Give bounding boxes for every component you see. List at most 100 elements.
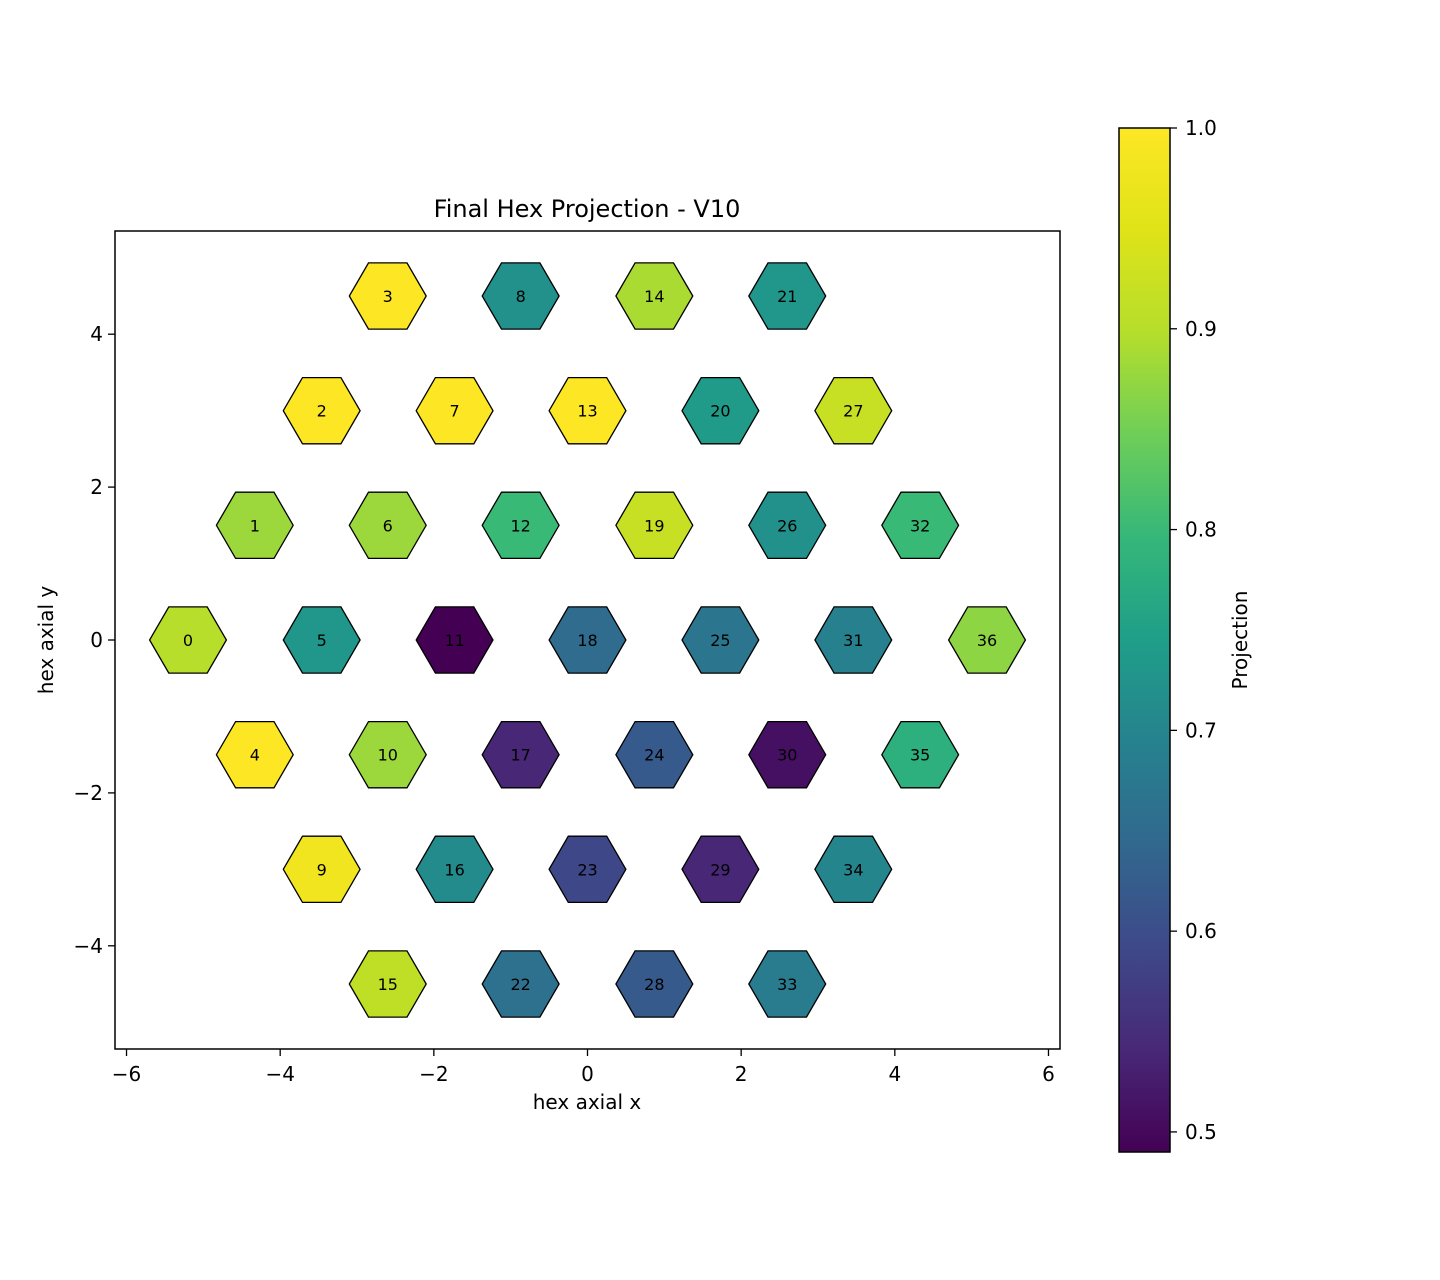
hex-cell-label: 26	[777, 516, 797, 535]
hex-cell: 12	[481, 491, 560, 560]
hex-cell-label: 13	[577, 402, 597, 421]
hex-cell-label: 4	[250, 746, 260, 765]
hex-cell: 34	[814, 835, 893, 904]
hex-cell: 18	[548, 606, 627, 674]
hex-cell: 35	[881, 720, 960, 789]
hex-cell-label: 33	[777, 975, 797, 994]
hex-cell-label: 32	[910, 516, 930, 535]
hex-cell-shape	[748, 262, 827, 330]
hex-cell-shape	[348, 262, 427, 330]
colorbar-tick-label: 0.7	[1185, 718, 1217, 742]
hex-cell-label: 24	[644, 746, 664, 765]
hex-cell-label: 18	[577, 631, 597, 650]
hex-cell-shape	[215, 491, 294, 560]
hex-cell-label: 22	[510, 975, 530, 994]
x-axis: −6 −4 −2 0 2 4 6	[112, 1049, 1055, 1086]
x-tick-label: 0	[581, 1062, 594, 1086]
hex-cell-shape	[814, 835, 893, 904]
hex-cell-shape	[481, 262, 560, 330]
hex-cell: 2	[282, 376, 361, 445]
hex-cell-shape	[348, 950, 427, 1018]
hex-cell: 5	[282, 606, 361, 674]
hex-cell-shape	[415, 376, 494, 445]
hex-cell-label: 11	[444, 631, 464, 650]
hex-cell: 11	[415, 606, 494, 674]
hex-cell: 10	[348, 720, 427, 789]
hex-cell-shape	[548, 376, 627, 445]
hex-cell-shape	[282, 376, 361, 445]
hex-cell-label: 14	[644, 287, 664, 306]
hex-cell: 4	[215, 720, 294, 789]
colorbar-label: Projection	[1228, 591, 1252, 690]
hex-cell-label: 6	[383, 516, 393, 535]
hex-cell-shape	[748, 491, 827, 560]
hex-cell-shape	[814, 376, 893, 445]
hex-cell: 9	[282, 835, 361, 904]
hex-cell-shape	[348, 720, 427, 789]
hex-cell-label: 36	[977, 631, 997, 650]
hex-cell-label: 0	[183, 631, 193, 650]
hex-cell-shape	[881, 720, 960, 789]
colorbar-tick-label: 0.5	[1185, 1120, 1217, 1144]
hex-cell-label: 8	[516, 287, 526, 306]
hex-cell-label: 12	[510, 516, 530, 535]
hex-cell: 1	[215, 491, 294, 560]
hex-cell-shape	[415, 606, 494, 674]
hex-cell-label: 2	[317, 402, 327, 421]
hex-cell: 21	[748, 262, 827, 330]
hex-cell: 7	[415, 376, 494, 445]
hex-cell: 19	[615, 491, 694, 560]
hex-cell-label: 34	[843, 860, 863, 879]
hex-cell-label: 19	[644, 516, 664, 535]
hex-cell: 6	[348, 491, 427, 560]
hex-cell-label: 17	[510, 746, 530, 765]
hex-cell: 26	[748, 491, 827, 560]
hex-cell-label: 3	[383, 287, 393, 306]
hex-cell-label: 23	[577, 860, 597, 879]
y-tick-label: −4	[74, 934, 103, 958]
x-tick-label: 6	[1042, 1062, 1055, 1086]
hex-cell-shape	[615, 720, 694, 789]
y-axis-label: hex axial y	[34, 586, 58, 695]
y-tick-label: 0	[90, 628, 103, 652]
hex-cell-shape	[282, 606, 361, 674]
hex-cell: 29	[681, 835, 760, 904]
hex-cell-label: 9	[317, 860, 327, 879]
hex-cell-shape	[282, 835, 361, 904]
hex-cell: 15	[348, 950, 427, 1018]
hex-cell-shape	[615, 262, 694, 330]
y-tick-label: 4	[90, 322, 103, 346]
hex-cell-shape	[615, 491, 694, 560]
hex-cell-label: 29	[710, 860, 730, 879]
hex-cell-shape	[814, 606, 893, 674]
hex-cell: 8	[481, 262, 560, 330]
y-tick-label: −2	[74, 781, 103, 805]
hex-cell-shape	[548, 835, 627, 904]
hex-cell-shape	[481, 491, 560, 560]
y-axis: −4 −2 0 2 4	[74, 322, 115, 958]
colorbar-ticks: 0.5 0.6 0.7 0.8 0.9 1.0	[1170, 116, 1217, 1144]
hex-cell-label: 28	[644, 975, 664, 994]
hex-cell: 24	[615, 720, 694, 789]
hex-cell-shape	[615, 950, 694, 1018]
hex-cell-shape	[148, 606, 228, 674]
hex-cell: 14	[615, 262, 694, 330]
x-tick-label: 2	[735, 1062, 748, 1086]
hex-cell-shape	[481, 950, 560, 1018]
hex-cell: 33	[748, 950, 827, 1018]
hex-cell: 23	[548, 835, 627, 904]
hex-cell-label: 15	[378, 975, 398, 994]
hex-cell: 27	[814, 376, 893, 445]
hex-cell: 25	[681, 606, 760, 674]
hex-cell-label: 20	[710, 402, 730, 421]
hex-cells: 0123456789101112131415161718192021222324…	[148, 262, 1027, 1018]
hex-cell: 16	[415, 835, 494, 904]
hex-cell-shape	[881, 491, 960, 560]
hex-cell-label: 7	[449, 402, 459, 421]
hex-cell-shape	[548, 606, 627, 674]
hex-cell-label: 27	[843, 402, 863, 421]
hex-cell-shape	[681, 835, 760, 904]
hex-cell: 31	[814, 606, 893, 674]
x-axis-label: hex axial x	[533, 1090, 642, 1114]
